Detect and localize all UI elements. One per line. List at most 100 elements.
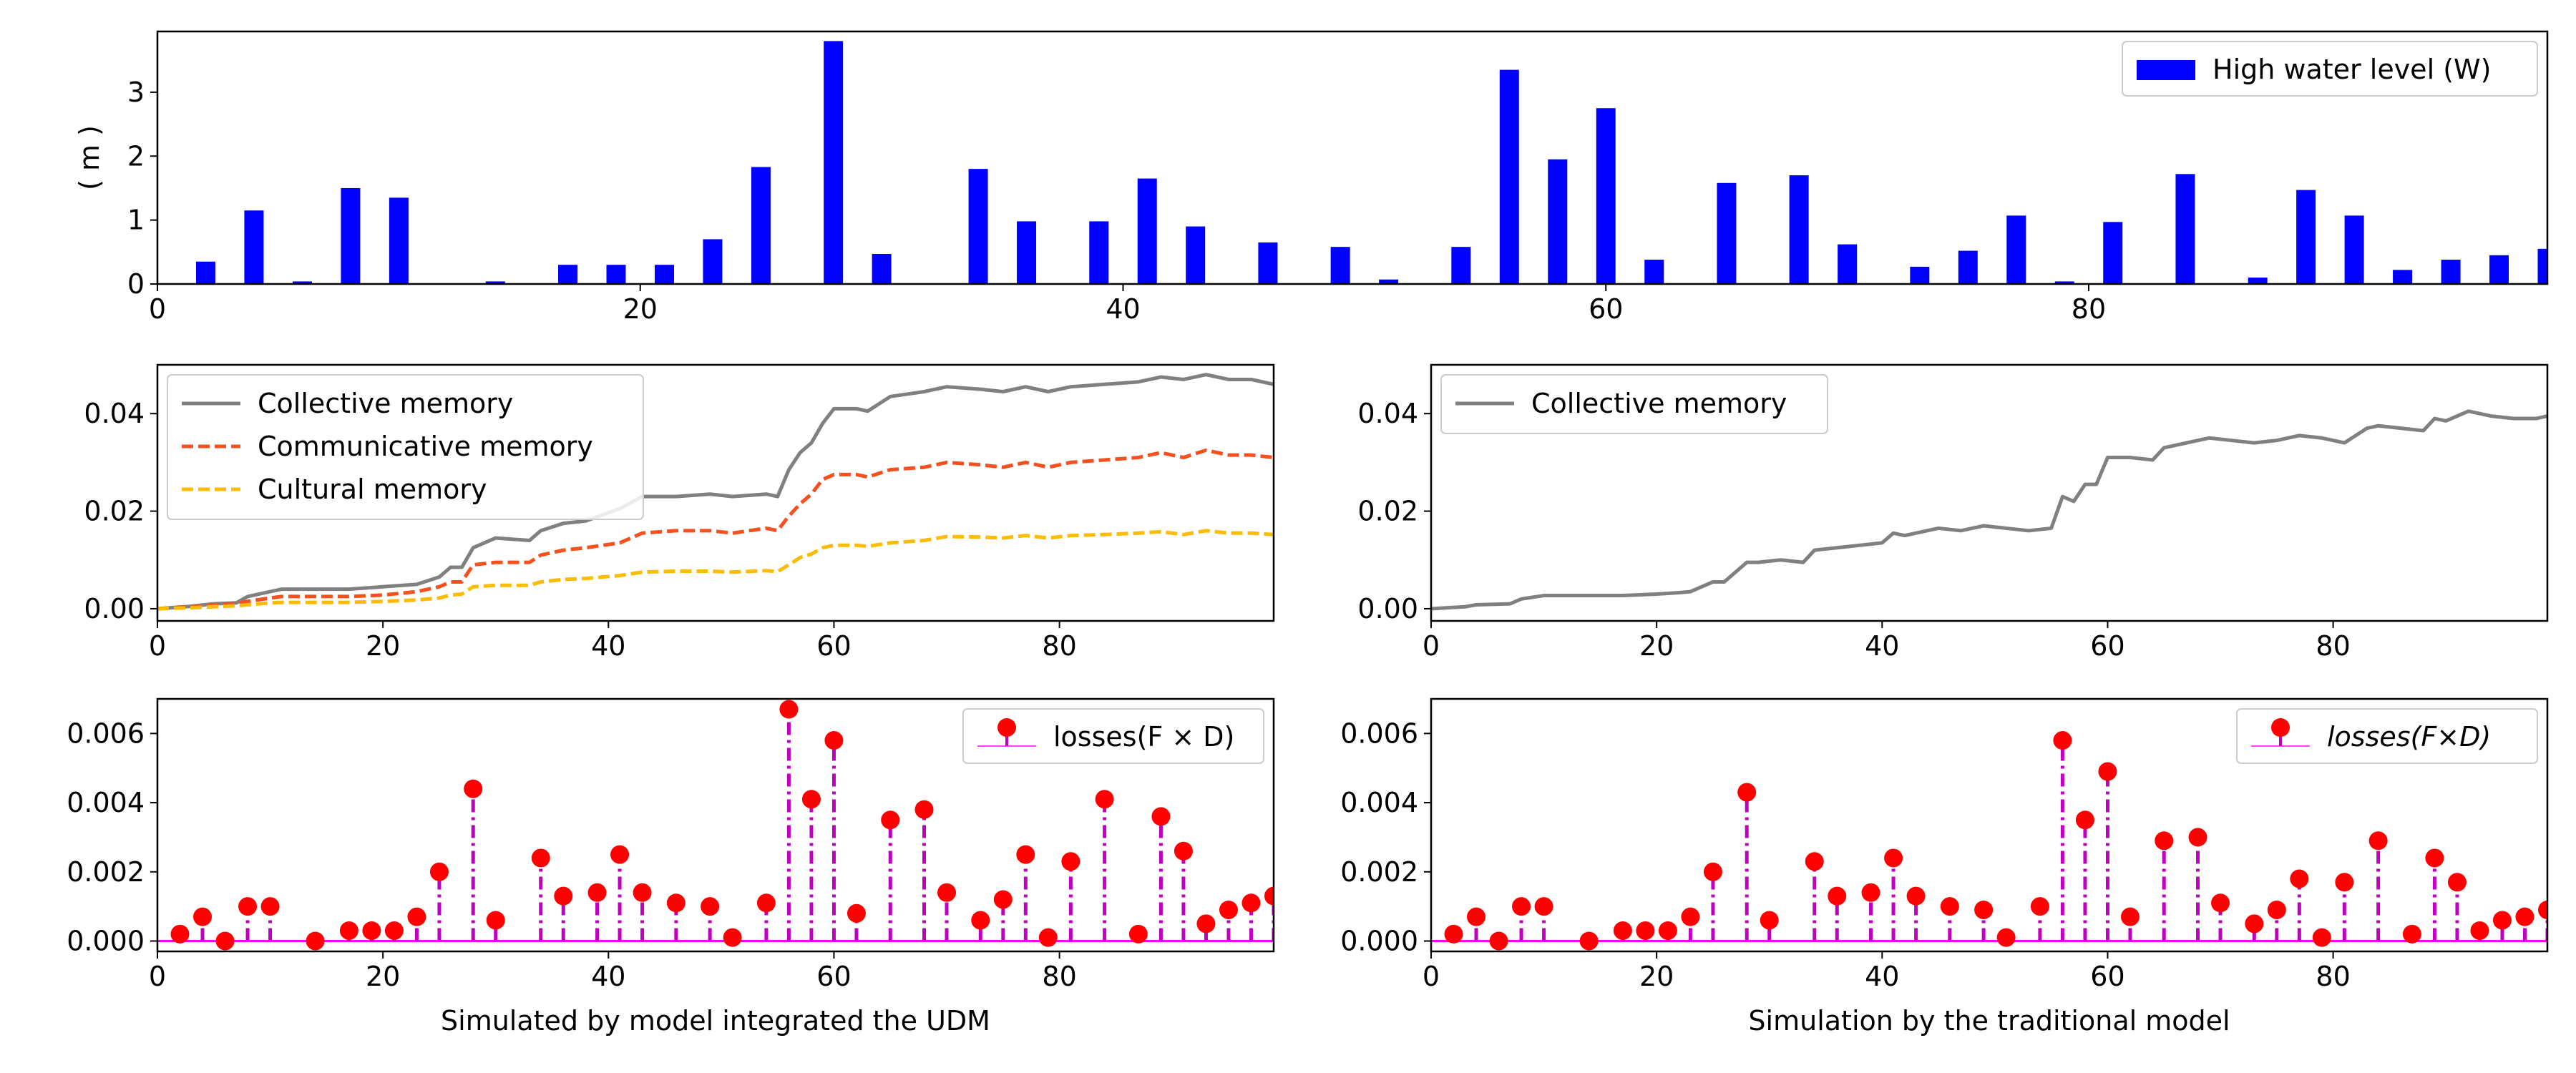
stem-marker [756,893,776,913]
panel-memory_traditional: 0 20 40 60 80 0.00 0.02 0.04 Collective memory [1357,363,2549,662]
bar [244,210,264,284]
x-tick-label: 20 [1639,961,1674,992]
x-tick-label: 40 [591,630,625,662]
legend-marker [2271,718,2290,737]
bar [1451,247,1471,284]
stem-marker [215,931,235,951]
bar [751,167,771,284]
x-tick-label: 40 [1106,293,1140,325]
panel-water: 0 20 40 60 80 0 1 2 3 ( m ) High water level (W) [74,30,2549,325]
legend-box [2236,708,2538,764]
x-tick-label: 80 [2316,961,2350,992]
plot-area [1431,409,2547,611]
stem-marker [1940,897,1959,916]
x-tick-label: 0 [149,630,166,662]
stem-marker [2053,731,2072,750]
axes-frame [1430,363,2549,622]
bar [2489,255,2509,284]
y-tick-label: 0.00 [84,593,145,624]
plot-area [195,41,2547,284]
y-tick-label: 0.02 [1357,496,1418,527]
stem-marker [1038,928,1058,947]
legend: High water level (W) [2122,41,2538,97]
stem-marker [2447,873,2467,892]
y-tick-label: 0 [127,268,145,300]
x-tick-label: 60 [2090,630,2124,662]
bar [606,265,626,284]
legend: losses(F×D) [2236,708,2538,764]
bar [1258,242,1278,284]
stem-marker [1095,790,1114,809]
bar [1596,108,1616,284]
stem-marker [2402,924,2421,944]
x-tick-label: 40 [1865,961,1899,992]
stem-marker [1151,807,1171,826]
stem-marker [1760,911,1779,930]
legend-label: Communicative memory [258,431,593,462]
stem-marker [1613,921,1632,940]
stem-marker [1534,897,1553,916]
legend-swatch [2137,60,2195,80]
legend-label: losses(F×D) [2327,721,2491,753]
y-tick-label: 2 [127,140,145,172]
bar [1089,221,1109,284]
x-tick-label: 0 [149,293,166,325]
stem-marker [362,921,381,940]
stem-marker [260,897,280,916]
bar [1838,244,1858,284]
x-tick-label: 0 [1423,630,1440,662]
y-tick-label: 0.006 [67,717,145,749]
bar [2537,248,2547,284]
x-tick-label: 20 [1639,630,1674,662]
bar [2006,215,2026,284]
x-tick-label: 20 [623,293,658,325]
stem-marker [429,862,449,881]
stem-marker [170,924,190,944]
stem-marker [779,700,799,719]
stem-marker [993,890,1013,909]
bar [558,265,578,284]
stem-marker [1658,921,1677,940]
x-tick-label: 20 [366,630,400,662]
legend-label: Cultural memory [258,474,487,505]
panel-memory_udm: 0 20 40 60 800.000.020.04 Collective memoryCo… [84,363,1275,662]
stem-marker [407,907,426,926]
stem-marker [723,928,742,947]
bar [1499,69,1519,284]
bar [2248,278,2268,284]
plot-area [157,700,1274,951]
stem-marker [2470,921,2489,940]
stem-marker [1884,848,1903,868]
bar [1958,250,1978,284]
legend-marker [997,718,1016,737]
stem-marker [2188,828,2207,847]
stem-marker [2155,831,2174,851]
bar [1717,182,1737,284]
legend: Collective memory Communicative memory Cul… [167,374,644,520]
stem-marker [384,921,404,940]
bar [2054,281,2074,284]
stem-marker [1128,924,1148,944]
stem-marker [2538,900,2547,919]
legend: Collective memory [1440,374,1828,434]
stem-marker [339,921,358,940]
bar [1379,279,1399,284]
stem-marker [1444,924,1463,944]
stem-marker [1016,845,1035,864]
stem-marker [1579,931,1599,951]
x-axis-label: Simulation by the traditional model [1748,1005,2230,1037]
bar [292,281,312,284]
stem-marker [2075,810,2094,830]
stem-marker [2211,893,2230,913]
axes-frame [156,697,1275,953]
stem-marker [1241,893,1261,913]
legend-label: High water level (W) [2212,54,2491,85]
bar [2393,270,2413,284]
stem-marker [306,931,325,951]
plot-area [157,373,1274,611]
legend-box [962,708,1264,764]
x-tick-label: 40 [1865,630,1899,662]
stem-marker [633,883,652,902]
stem-marker [1828,886,1847,906]
y-tick-label: 0.04 [84,398,145,429]
